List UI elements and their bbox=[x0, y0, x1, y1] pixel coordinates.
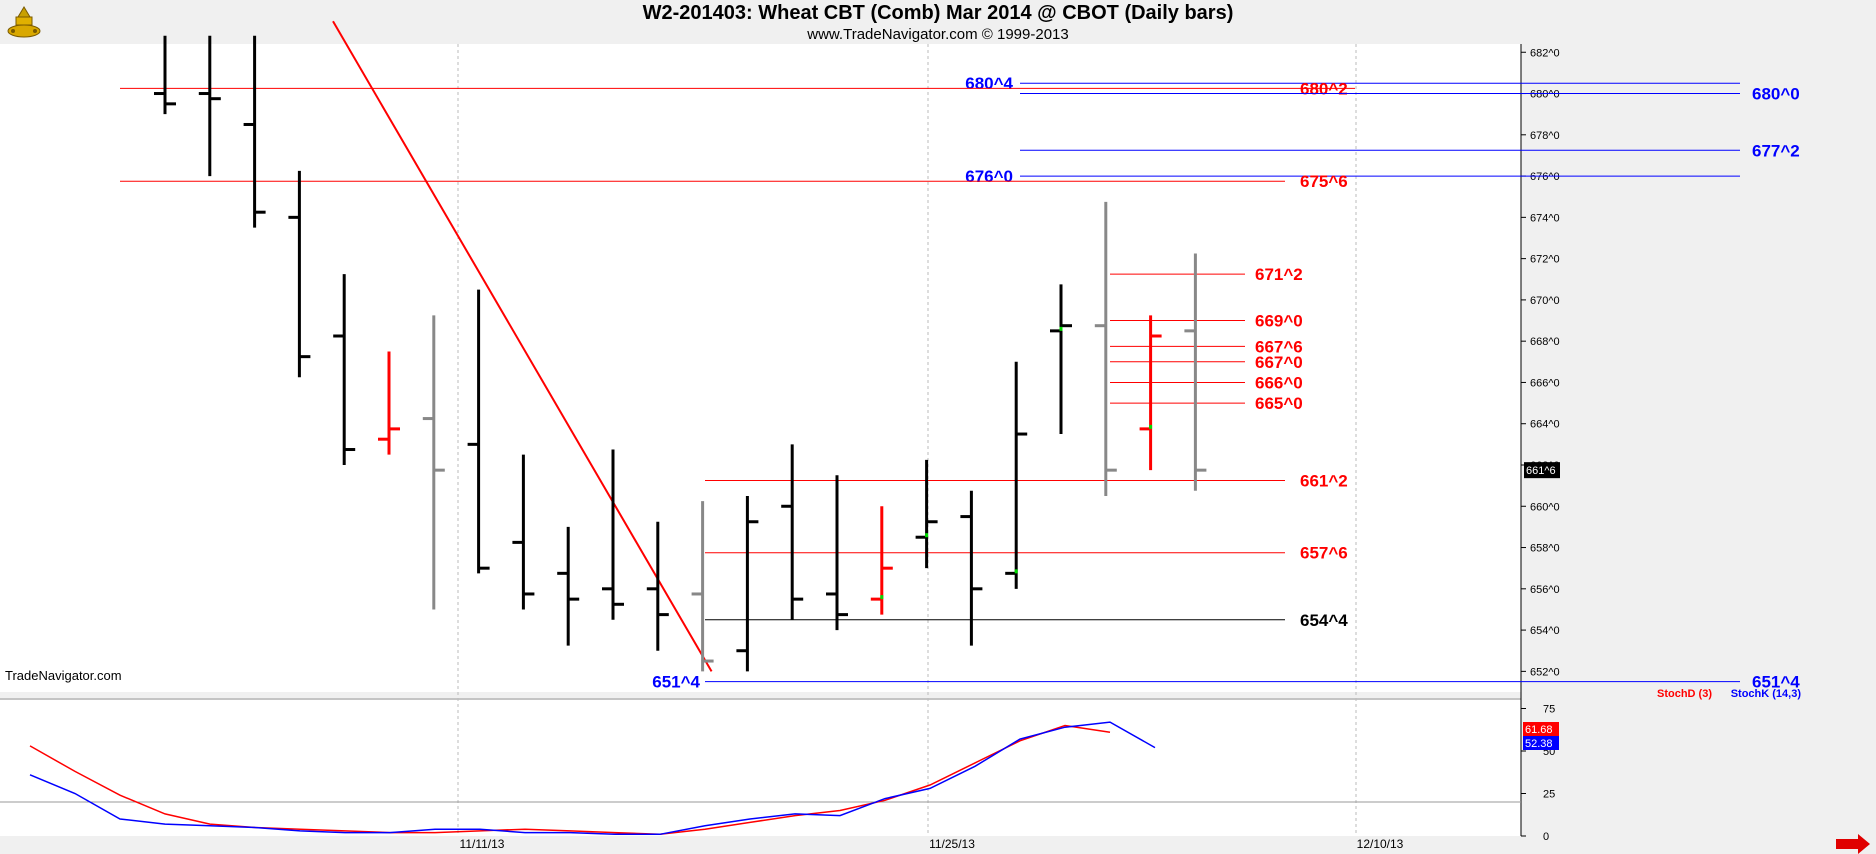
y-tick-label: 652^0 bbox=[1530, 666, 1560, 678]
y-tick-label: 666^0 bbox=[1530, 377, 1560, 389]
stochk-readout: 52.38 bbox=[1525, 738, 1553, 750]
price-level-label: 665^0 bbox=[1255, 394, 1303, 413]
y-tick-label: 658^0 bbox=[1530, 543, 1560, 555]
price-level-label: 651^4 bbox=[652, 673, 700, 692]
price-level-label: 661^2 bbox=[1300, 471, 1348, 490]
scroll-right-arrow-icon[interactable] bbox=[1836, 834, 1870, 854]
stoch-line bbox=[29, 724, 1111, 836]
y-tick-label: 664^0 bbox=[1530, 419, 1560, 431]
stoch-line bbox=[29, 721, 1156, 836]
price-level-label: 666^0 bbox=[1255, 373, 1303, 392]
osc-y-tick-label: 75 bbox=[1543, 704, 1555, 716]
stochd-legend: StochD (3) bbox=[1657, 688, 1712, 700]
last-price-label: 661^6 bbox=[1526, 465, 1556, 477]
stochd-readout: 61.68 bbox=[1525, 724, 1553, 736]
y-tick-label: 668^0 bbox=[1530, 336, 1560, 348]
x-tick-label: 12/10/13 bbox=[1357, 837, 1404, 851]
last-price-box bbox=[1524, 462, 1560, 479]
price-level-label: 667^6 bbox=[1255, 337, 1303, 356]
chart-subtitle: www.TradeNavigator.com © 1999-2013 bbox=[807, 26, 1069, 43]
stochk-legend: StochK (14,3) bbox=[1731, 688, 1802, 700]
price-level-label: 675^6 bbox=[1300, 172, 1348, 191]
price-level-label: 669^0 bbox=[1255, 312, 1303, 331]
y-tick-label: 654^0 bbox=[1530, 625, 1560, 637]
y-tick-label: 680^0 bbox=[1530, 89, 1560, 101]
price-level-label: 676^0 bbox=[965, 167, 1013, 186]
stochk-readout-box bbox=[1523, 736, 1559, 750]
price-level-label: 657^6 bbox=[1300, 544, 1348, 563]
y-tick-label: 674^0 bbox=[1530, 212, 1560, 224]
watermark-text: TradeNavigator.com bbox=[5, 668, 122, 683]
y-tick-label: 676^0 bbox=[1530, 171, 1560, 183]
x-tick-label: 11/11/13 bbox=[460, 837, 505, 851]
y-tick-label: 672^0 bbox=[1530, 254, 1560, 266]
price-level-label: 667^0 bbox=[1255, 353, 1303, 372]
oscillator-panel bbox=[0, 700, 1521, 836]
y-tick-label: 670^0 bbox=[1530, 295, 1560, 307]
price-level-label: 677^2 bbox=[1752, 141, 1800, 160]
price-level-label: 680^2 bbox=[1300, 79, 1348, 98]
price-level-label: 671^2 bbox=[1255, 265, 1303, 284]
tradenavigator-logo-icon[interactable] bbox=[4, 4, 44, 40]
trendline bbox=[332, 20, 713, 672]
price-level-label: 654^4 bbox=[1300, 611, 1348, 630]
y-tick-label: 682^0 bbox=[1530, 47, 1560, 59]
chart-title: W2-201403: Wheat CBT (Comb) Mar 2014 @ C… bbox=[642, 2, 1234, 24]
stochd-readout-box bbox=[1523, 722, 1559, 736]
y-tick-label: 678^0 bbox=[1530, 130, 1560, 142]
y-tick-label: 660^0 bbox=[1530, 501, 1560, 513]
osc-y-tick-label: 25 bbox=[1543, 789, 1555, 801]
x-tick-label: 11/25/13 bbox=[929, 837, 975, 851]
osc-y-tick-label: 0 bbox=[1543, 831, 1549, 843]
price-level-label: 680^0 bbox=[1752, 85, 1800, 104]
price-level-label: 651^4 bbox=[1752, 673, 1800, 692]
y-tick-label: 656^0 bbox=[1530, 584, 1560, 596]
price-level-label: 680^4 bbox=[965, 74, 1013, 93]
